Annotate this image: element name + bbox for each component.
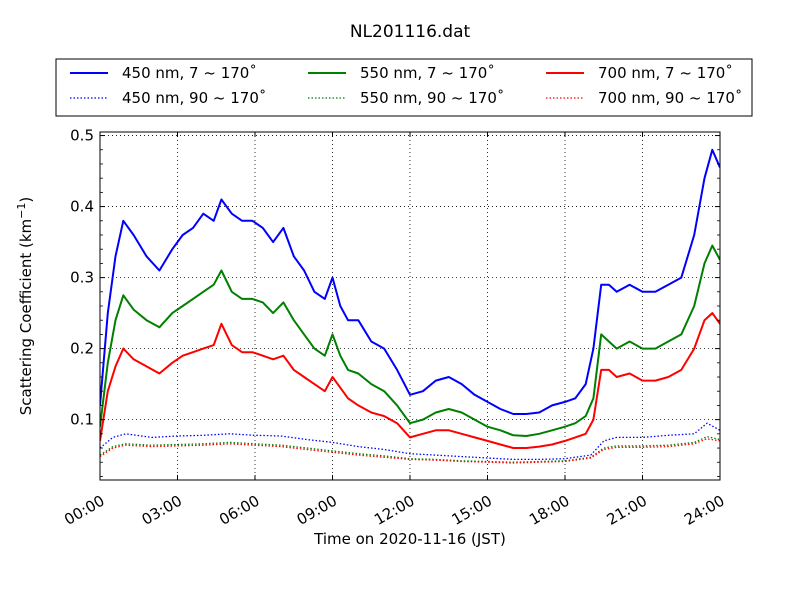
x-tick-label: 09:00 — [294, 492, 340, 529]
legend-label: 450 nm, 7 ~ 170˚ — [122, 64, 257, 82]
y-axis-label-text: Scattering Coefficient (km — [17, 219, 35, 415]
series-line-1 — [100, 148, 720, 415]
x-tick-label: 21:00 — [604, 492, 650, 529]
x-tick-label: 24:00 — [681, 492, 727, 529]
legend-label: 700 nm, 90 ~ 170˚ — [598, 89, 742, 107]
y-axis-label-close: ) — [17, 197, 35, 203]
y-axis-label: Scattering Coefficient (km−1) — [15, 197, 35, 416]
x-tick-label: 06:00 — [216, 492, 262, 529]
legend-frame — [55, 58, 753, 117]
legend-label: 550 nm, 7 ~ 170˚ — [360, 64, 495, 82]
x-axis-label: Time on 2020-11-16 (JST) — [313, 530, 506, 548]
series-line-6 — [100, 438, 720, 464]
series-line-2 — [100, 244, 720, 437]
legend-label: 700 nm, 7 ~ 170˚ — [598, 64, 733, 82]
x-tick-label: 03:00 — [139, 492, 185, 529]
series-line-5 — [100, 436, 720, 463]
x-tick-label: 00:00 — [61, 492, 107, 529]
x-axis-tick-labels: 00:00 03:00 06:00 09:00 12:00 15:00 18:00 21:00… — [61, 492, 727, 529]
legend-label: 550 nm, 90 ~ 170˚ — [360, 89, 504, 107]
x-tick-label: 12:00 — [371, 492, 417, 529]
x-tick-label: 18:00 — [526, 492, 572, 529]
series-layer — [100, 148, 720, 464]
y-tick-label: 0.3 — [70, 269, 94, 287]
y-axis-label-unit-exponent: −1 — [15, 203, 28, 219]
x-tick-label: 15:00 — [449, 492, 495, 529]
y-tick-label: 0.4 — [70, 198, 94, 216]
chart-title: NL201116.dat — [350, 22, 471, 42]
y-tick-label: 0.5 — [70, 127, 94, 145]
legend-label: 450 nm, 90 ~ 170˚ — [122, 89, 266, 107]
legend: 450 nm, 7 ~ 170˚ 550 nm, 7 ~ 170˚ 700 nm, … — [55, 58, 753, 117]
plot-area — [99, 131, 721, 481]
y-axis-tick-labels: 0.1 0.2 0.3 0.4 0.5 — [70, 127, 94, 429]
axis-ticks — [99, 132, 721, 480]
series-line-4 — [100, 422, 720, 461]
y-tick-label: 0.2 — [70, 340, 94, 358]
y-tick-label: 0.1 — [70, 411, 94, 429]
series-line-3 — [100, 312, 720, 449]
